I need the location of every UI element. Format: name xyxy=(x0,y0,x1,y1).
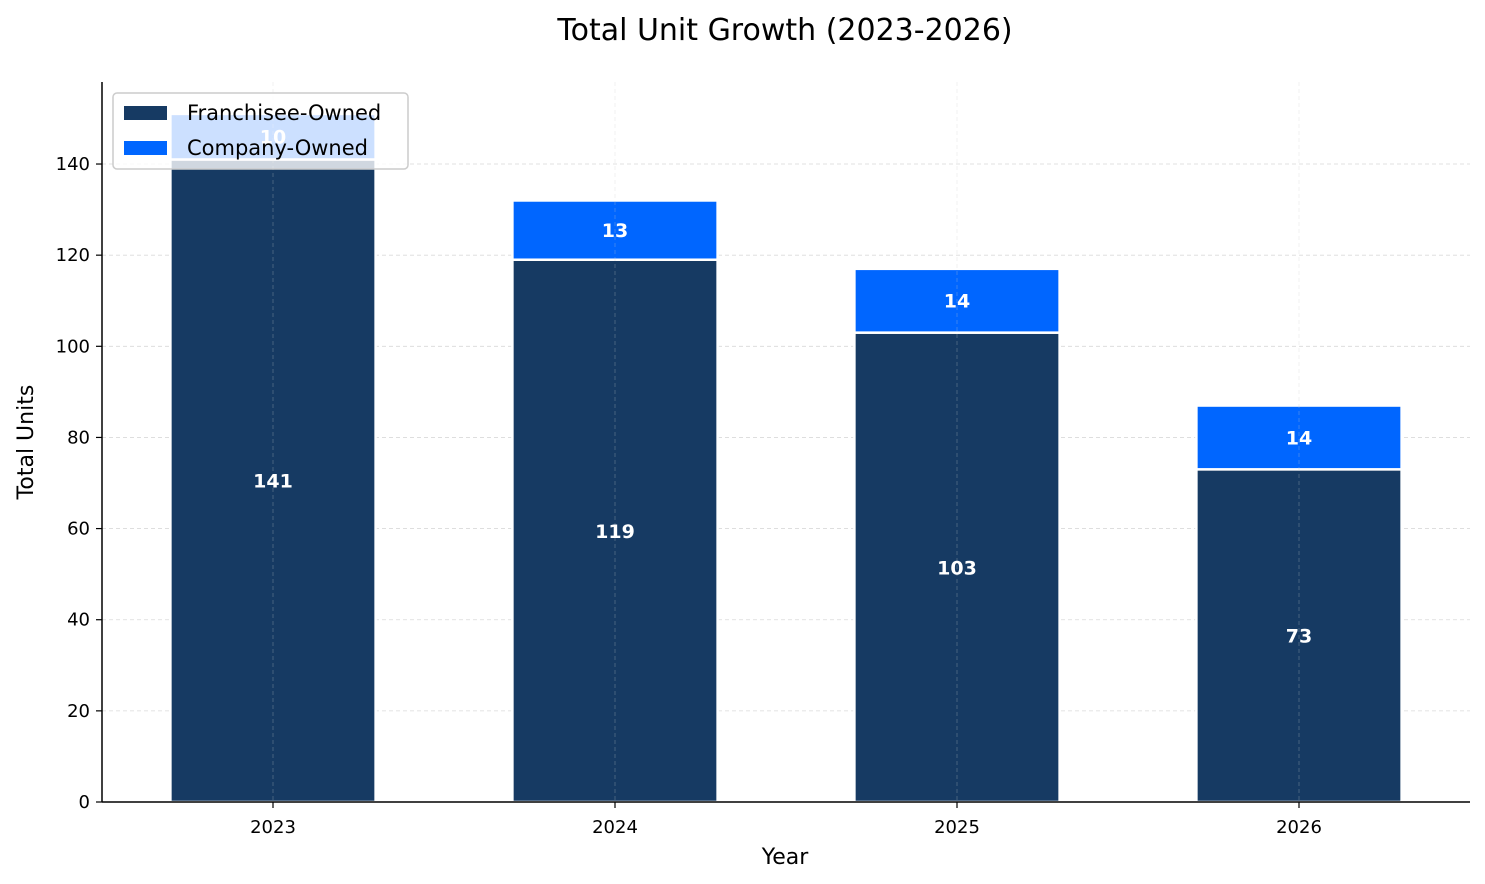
legend-swatch xyxy=(124,141,167,155)
y-tick-label: 40 xyxy=(67,610,90,631)
bar-value-label: 13 xyxy=(602,220,628,242)
y-tick-label: 60 xyxy=(67,519,90,540)
chart-title: Total Unit Growth (2023-2026) xyxy=(556,13,1012,48)
y-tick-label: 120 xyxy=(56,245,90,266)
bar-segment xyxy=(511,258,719,804)
y-tick-label: 20 xyxy=(67,701,90,722)
legend: Franchisee-Owned Company-Owned xyxy=(112,92,409,170)
legend-box xyxy=(112,92,409,170)
legend-label: Franchisee-Owned xyxy=(187,101,381,125)
bar-value-label: 14 xyxy=(1286,427,1312,449)
x-axis-label: Year xyxy=(761,845,810,870)
y-axis-label: Total Units xyxy=(14,385,39,501)
legend-swatch xyxy=(124,106,167,120)
bar-value-label: 119 xyxy=(595,521,635,543)
bar-value-label: 103 xyxy=(937,557,977,579)
bar-value-label: 141 xyxy=(253,471,293,493)
bar-segment xyxy=(169,158,377,804)
bar-value-label: 73 xyxy=(1286,626,1312,648)
y-tick-label: 80 xyxy=(67,427,90,448)
x-tick-label: 2025 xyxy=(934,817,980,838)
bar-segment xyxy=(853,267,1061,334)
y-tick-label: 140 xyxy=(56,154,90,175)
x-tick-label: 2024 xyxy=(592,817,638,838)
bar-segment xyxy=(853,331,1061,804)
bar-value-label: 14 xyxy=(944,291,970,313)
bar-labels: 1411011913103147314 xyxy=(253,127,1312,648)
x-tick-label: 2026 xyxy=(1276,817,1322,838)
legend-label: Company-Owned xyxy=(187,136,368,160)
axes: 0 20 40 60 80 100 120 140 2023 2024 2025 2026 xyxy=(56,82,1470,838)
bar-segment xyxy=(1195,468,1403,804)
y-tick-label: 100 xyxy=(56,336,90,357)
y-tick-label: 0 xyxy=(79,792,90,813)
bar-segment xyxy=(1195,404,1403,471)
x-tick-label: 2023 xyxy=(250,817,296,838)
bars xyxy=(169,112,1403,804)
bar-segment xyxy=(511,199,719,261)
